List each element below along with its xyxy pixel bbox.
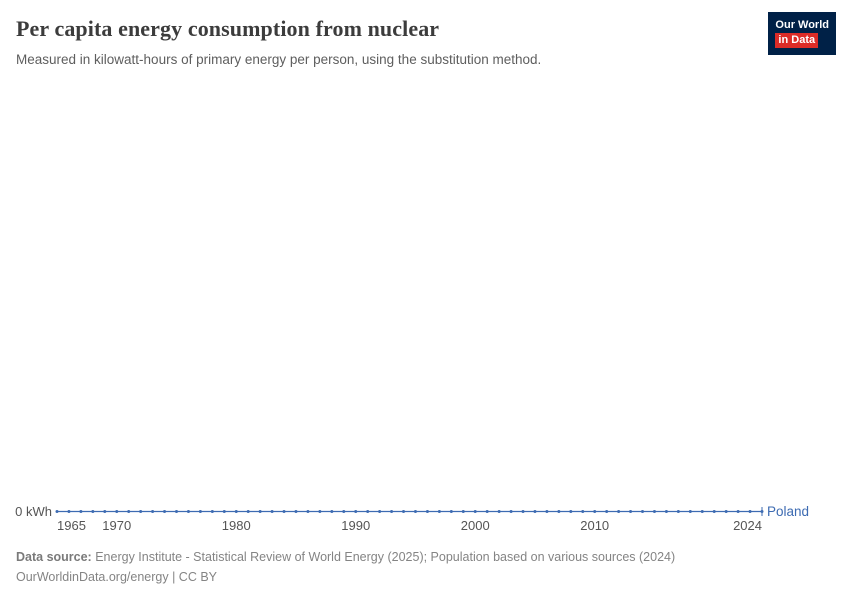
data-point[interactable] xyxy=(55,510,59,513)
data-point[interactable] xyxy=(246,510,250,513)
data-point[interactable] xyxy=(473,510,477,513)
data-point[interactable] xyxy=(461,510,465,513)
data-point[interactable] xyxy=(521,510,525,513)
data-source-line: Data source: Energy Institute - Statisti… xyxy=(16,547,834,567)
data-point[interactable] xyxy=(354,510,358,513)
data-source-text: Energy Institute - Statistical Review of… xyxy=(95,550,676,564)
data-point[interactable] xyxy=(67,510,71,513)
data-point[interactable] xyxy=(186,510,190,513)
data-point[interactable] xyxy=(174,510,178,513)
x-tick-label: 1970 xyxy=(102,518,132,533)
data-point[interactable] xyxy=(222,510,226,513)
x-tick-label: 1965 xyxy=(57,518,86,533)
data-point[interactable] xyxy=(79,510,83,513)
data-point[interactable] xyxy=(103,510,107,513)
data-point[interactable] xyxy=(724,510,728,513)
data-point[interactable] xyxy=(605,510,609,513)
x-tick-label: 2010 xyxy=(580,518,610,533)
data-point[interactable] xyxy=(557,510,561,513)
data-point[interactable] xyxy=(163,510,167,513)
x-tick-label: 1980 xyxy=(221,518,251,533)
data-point[interactable] xyxy=(390,510,394,513)
data-point[interactable] xyxy=(545,510,549,513)
data-point[interactable] xyxy=(366,510,370,513)
x-axis-tick-labels: 1965 1970 1980 1990 2000 2010 2024 xyxy=(0,518,850,534)
data-point[interactable] xyxy=(569,510,573,513)
data-point[interactable] xyxy=(115,510,119,513)
data-point[interactable] xyxy=(234,510,238,513)
data-point[interactable] xyxy=(402,510,406,513)
data-point[interactable] xyxy=(342,510,346,513)
data-point[interactable] xyxy=(533,510,537,513)
data-point[interactable] xyxy=(294,510,298,513)
data-point[interactable] xyxy=(413,510,417,513)
data-point[interactable] xyxy=(712,510,716,513)
data-point[interactable] xyxy=(652,510,656,513)
data-point[interactable] xyxy=(593,510,597,513)
data-point[interactable] xyxy=(748,510,752,513)
y-axis-zero-label: 0 kWh xyxy=(15,504,52,519)
data-point[interactable] xyxy=(258,510,262,513)
owid-logo-line1: Our World xyxy=(775,19,829,31)
chart-footer: Data source: Energy Institute - Statisti… xyxy=(16,547,834,588)
data-point[interactable] xyxy=(306,510,310,513)
data-point[interactable] xyxy=(629,510,633,513)
data-point[interactable] xyxy=(127,510,131,513)
data-point[interactable] xyxy=(736,510,740,513)
data-point[interactable] xyxy=(485,510,489,513)
data-point[interactable] xyxy=(425,510,429,513)
x-tick-label: 2024 xyxy=(733,518,762,533)
owid-logo[interactable]: Our World in Data xyxy=(768,12,836,55)
data-point[interactable] xyxy=(449,510,453,513)
data-point[interactable] xyxy=(437,510,441,513)
data-point[interactable] xyxy=(676,510,680,513)
data-point[interactable] xyxy=(198,510,202,513)
data-source-label: Data source: xyxy=(16,550,92,564)
entity-label-poland[interactable]: Poland xyxy=(767,504,810,519)
poland-series[interactable] xyxy=(55,507,764,516)
data-point[interactable] xyxy=(688,510,692,513)
x-tick-label: 2000 xyxy=(460,518,490,533)
data-point[interactable] xyxy=(700,510,704,513)
data-point[interactable] xyxy=(139,510,143,513)
data-point[interactable] xyxy=(497,510,501,513)
data-point[interactable] xyxy=(151,510,155,513)
license-link[interactable]: OurWorldinData.org/energy | CC BY xyxy=(16,570,218,585)
data-point[interactable] xyxy=(664,510,668,513)
owid-logo-line2: in Data xyxy=(775,32,819,48)
page-title: Per capita energy consumption from nucle… xyxy=(16,16,440,41)
data-point[interactable] xyxy=(378,510,382,513)
data-point[interactable] xyxy=(270,510,274,513)
page-subtitle: Measured in kilowatt-hours of primary en… xyxy=(16,52,542,67)
x-tick-label: 1990 xyxy=(341,518,371,533)
data-point[interactable] xyxy=(282,510,286,513)
data-point[interactable] xyxy=(330,510,334,513)
data-point[interactable] xyxy=(318,510,322,513)
data-point[interactable] xyxy=(509,510,513,513)
data-point[interactable] xyxy=(210,510,214,513)
data-point[interactable] xyxy=(581,510,585,513)
data-point[interactable] xyxy=(91,510,95,513)
data-point[interactable] xyxy=(617,510,621,513)
data-point[interactable] xyxy=(641,510,645,513)
